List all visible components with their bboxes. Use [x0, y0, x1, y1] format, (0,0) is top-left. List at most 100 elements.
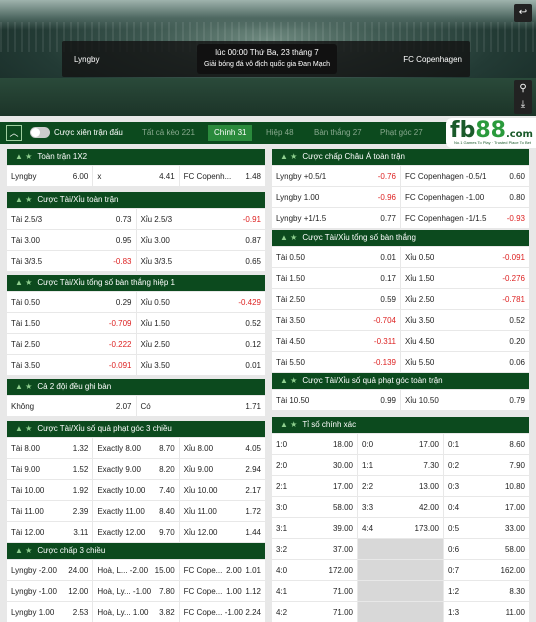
odds-cell[interactable]: 0:2 7.90: [444, 455, 529, 475]
odds-cell[interactable]: Tài 10.00 1.92: [7, 480, 93, 500]
collapse-up-icon[interactable]: ︿: [6, 125, 22, 141]
odds-cell[interactable]: Tài 3.00 0.95: [7, 230, 136, 250]
odds-cell[interactable]: Lyngby +1/1.5 0.77: [272, 208, 400, 228]
odds-cell[interactable]: 3:1 39.00: [272, 518, 357, 538]
market-header[interactable]: ▲ ★ Cược Tài/Xỉu toàn trận: [7, 192, 265, 208]
odds-cell[interactable]: 0:1 8.60: [444, 434, 529, 454]
tab-main[interactable]: Chính 31: [208, 125, 253, 141]
odds-cell[interactable]: Xỉu 5.50 0.06: [401, 352, 529, 372]
odds-cell[interactable]: FC Cope... 1.00 1.12: [179, 581, 265, 601]
collapse-star-icon[interactable]: ▲ ★: [15, 152, 33, 161]
collapse-star-icon[interactable]: ▲ ★: [280, 233, 298, 242]
odds-cell[interactable]: Xỉu 3.50 0.52: [401, 310, 529, 330]
odds-cell[interactable]: Tài 3.50 -0.091: [7, 355, 136, 375]
odds-cell[interactable]: Xỉu 2.5/3 -0.91: [136, 209, 265, 229]
tab-corners[interactable]: Phạt góc 27: [380, 128, 423, 137]
market-header[interactable]: ▲ ★ Tỉ số chính xác: [272, 417, 529, 433]
collapse-star-icon[interactable]: ▲ ★: [15, 546, 33, 555]
download-icon[interactable]: ⤓: [514, 96, 532, 114]
odds-cell[interactable]: Xỉu 2.50 0.12: [136, 334, 265, 354]
odds-cell[interactable]: Tài 11.00 2.39: [7, 501, 93, 521]
odds-cell[interactable]: Tài 10.50 0.99: [272, 390, 400, 410]
odds-cell[interactable]: 0:7 162.00: [444, 560, 529, 580]
odds-cell[interactable]: Xỉu 10.50 0.79: [401, 390, 529, 410]
odds-cell[interactable]: Xỉu 0.50 -0.091: [401, 247, 529, 267]
odds-cell[interactable]: 1:2 8.30: [444, 581, 529, 601]
odds-cell[interactable]: Xỉu 9.00 2.94: [179, 459, 265, 479]
market-header[interactable]: ▲ ★ Cược chấp 3 chiều: [7, 543, 265, 559]
collapse-star-icon[interactable]: ▲ ★: [15, 424, 33, 433]
odds-cell[interactable]: Tài 8.00 1.32: [7, 438, 93, 458]
odds-cell[interactable]: 4:1 71.00: [272, 581, 357, 601]
collapse-star-icon[interactable]: ▲ ★: [15, 382, 33, 391]
odds-cell[interactable]: Xỉu 3/3.5 0.65: [136, 251, 265, 271]
odds-cell[interactable]: Tài 1.50 -0.709: [7, 313, 136, 333]
odds-cell[interactable]: 0:0 17.00: [358, 434, 443, 454]
market-header[interactable]: ▲ ★ Cược Tài/Xỉu số quả phạt góc toàn trậ…: [272, 373, 529, 389]
market-header[interactable]: ▲ ★ Cược Tài/Xỉu tổng số bàn thắng: [272, 230, 529, 246]
odds-cell[interactable]: FC Copenhagen -1.00 0.80: [401, 187, 529, 207]
odds-cell[interactable]: 1:0 18.00: [272, 434, 357, 454]
odds-cell[interactable]: FC Copenh... 1.48: [179, 166, 265, 186]
odds-cell[interactable]: Exactly 9.00 8.20: [93, 459, 179, 479]
odds-cell[interactable]: Xỉu 12.00 1.44: [179, 522, 265, 542]
odds-cell[interactable]: 3:0 58.00: [272, 497, 357, 517]
odds-cell[interactable]: 3:2 37.00: [272, 539, 357, 559]
odds-cell[interactable]: Exactly 10.00 7.40: [93, 480, 179, 500]
odds-cell[interactable]: FC Cope... 2.00 1.01: [179, 560, 265, 580]
market-header[interactable]: ▲ ★ Cược Tài/Xỉu số quả phạt góc 3 chiều: [7, 421, 265, 437]
odds-cell[interactable]: Lyngby 6.00: [7, 166, 93, 186]
odds-cell[interactable]: Tài 3/3.5 -0.83: [7, 251, 136, 271]
odds-cell[interactable]: Tài 5.50 -0.139: [272, 352, 400, 372]
odds-cell[interactable]: Có 1.71: [136, 396, 265, 416]
odds-cell[interactable]: 2:2 13.00: [358, 476, 443, 496]
market-header[interactable]: ▲ ★ Cả 2 đội đều ghi bàn: [7, 379, 265, 395]
tab-all[interactable]: Tất cả kèo 221: [142, 128, 195, 137]
back-icon[interactable]: ↩: [514, 4, 532, 22]
odds-cell[interactable]: Tài 4.50 -0.311: [272, 331, 400, 351]
odds-cell[interactable]: Exactly 11.00 8.40: [93, 501, 179, 521]
market-header[interactable]: ▲ ★ Cược chấp Châu Á toàn trận: [272, 149, 529, 165]
odds-cell[interactable]: Xỉu 3.00 0.87: [136, 230, 265, 250]
odds-cell[interactable]: Exactly 8.00 8.70: [93, 438, 179, 458]
odds-cell[interactable]: Xỉu 10.00 2.17: [179, 480, 265, 500]
odds-cell[interactable]: 0:3 10.80: [444, 476, 529, 496]
collapse-star-icon[interactable]: ▲ ★: [15, 278, 33, 287]
market-header[interactable]: ▲ ★ Toàn trận 1X2: [7, 149, 265, 165]
odds-cell[interactable]: FC Copenhagen -1/1.5 -0.93: [401, 208, 529, 228]
collapse-star-icon[interactable]: ▲ ★: [280, 420, 298, 429]
parlay-toggle[interactable]: [30, 127, 50, 138]
odds-cell[interactable]: 4:2 71.00: [272, 602, 357, 622]
odds-cell[interactable]: 4:4 173.00: [358, 518, 443, 538]
odds-cell[interactable]: 0:4 17.00: [444, 497, 529, 517]
odds-cell[interactable]: x 4.41: [93, 166, 179, 186]
odds-cell[interactable]: Xỉu 2.50 -0.781: [401, 289, 529, 309]
odds-cell[interactable]: Xỉu 0.50 -0.429: [136, 292, 265, 312]
odds-cell[interactable]: Xỉu 11.00 1.72: [179, 501, 265, 521]
odds-cell[interactable]: FC Copenhagen -0.5/1 0.60: [401, 166, 529, 186]
odds-cell[interactable]: Tài 2.50 0.59: [272, 289, 400, 309]
odds-cell[interactable]: 3:3 42.00: [358, 497, 443, 517]
odds-cell[interactable]: Tài 0.50 0.29: [7, 292, 136, 312]
odds-cell[interactable]: 1:1 7.30: [358, 455, 443, 475]
odds-cell[interactable]: Xỉu 1.50 0.52: [136, 313, 265, 333]
odds-cell[interactable]: Hoà, Ly... 1.00 3.82: [93, 602, 179, 622]
odds-cell[interactable]: Hoà, L... -2.00 15.00: [93, 560, 179, 580]
odds-cell[interactable]: 2:0 30.00: [272, 455, 357, 475]
odds-cell[interactable]: Xỉu 4.50 0.20: [401, 331, 529, 351]
odds-cell[interactable]: Lyngby -2.00 24.00: [7, 560, 93, 580]
odds-cell[interactable]: Tài 12.00 3.11: [7, 522, 93, 542]
odds-cell[interactable]: Hoà, Ly... -1.00 7.80: [93, 581, 179, 601]
odds-cell[interactable]: 4:0 172.00: [272, 560, 357, 580]
tab-half[interactable]: Hiệp 48: [266, 128, 294, 137]
odds-cell[interactable]: Xỉu 3.50 0.01: [136, 355, 265, 375]
odds-cell[interactable]: Tài 0.50 0.01: [272, 247, 400, 267]
odds-cell[interactable]: 0:6 58.00: [444, 539, 529, 559]
pin-icon[interactable]: ⚲: [514, 80, 532, 98]
odds-cell[interactable]: Lyngby -1.00 12.00: [7, 581, 93, 601]
odds-cell[interactable]: Tài 1.50 0.17: [272, 268, 400, 288]
odds-cell[interactable]: Tài 9.00 1.52: [7, 459, 93, 479]
odds-cell[interactable]: Exactly 12.00 9.70: [93, 522, 179, 542]
odds-cell[interactable]: FC Cope... -1.00 2.24: [179, 602, 265, 622]
collapse-star-icon[interactable]: ▲ ★: [280, 152, 298, 161]
